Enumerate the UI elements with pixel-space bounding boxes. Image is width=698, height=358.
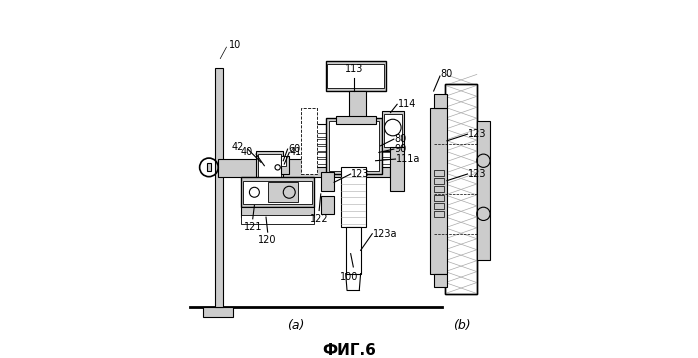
Bar <box>445 84 477 294</box>
Text: 123: 123 <box>468 129 487 139</box>
Bar <box>341 168 366 227</box>
Text: 10: 10 <box>228 39 241 49</box>
Bar <box>258 154 281 177</box>
Bar <box>371 159 390 164</box>
Text: 120: 120 <box>258 236 277 246</box>
Text: 123: 123 <box>468 169 487 179</box>
Bar <box>346 227 361 274</box>
Bar <box>445 84 477 294</box>
Bar <box>329 121 379 171</box>
Bar <box>371 132 390 137</box>
Bar <box>301 108 318 174</box>
Text: 123a: 123a <box>373 229 397 239</box>
Text: 80: 80 <box>394 134 407 144</box>
Text: 60: 60 <box>288 144 301 154</box>
Bar <box>327 64 384 88</box>
Bar <box>207 163 211 171</box>
Bar <box>314 146 334 151</box>
Bar <box>433 178 444 184</box>
Text: 41: 41 <box>290 147 302 158</box>
Text: 80: 80 <box>440 69 452 79</box>
Bar <box>314 139 334 144</box>
Bar <box>383 111 403 151</box>
Text: 111a: 111a <box>396 154 420 164</box>
Bar <box>321 172 334 190</box>
Bar <box>243 181 313 204</box>
Bar <box>369 124 392 168</box>
Bar <box>349 91 366 121</box>
Bar <box>433 170 444 176</box>
Text: 123: 123 <box>351 169 370 179</box>
Bar <box>214 68 223 307</box>
Bar <box>371 139 390 144</box>
Bar <box>371 153 390 158</box>
Bar <box>256 151 283 181</box>
Bar <box>267 182 297 202</box>
Bar <box>314 159 334 164</box>
Bar <box>314 132 334 137</box>
Bar <box>431 108 447 274</box>
Text: ФИГ.6: ФИГ.6 <box>322 343 376 358</box>
Bar <box>477 121 490 260</box>
Bar <box>321 195 334 214</box>
Bar <box>326 61 385 91</box>
Text: 114: 114 <box>398 99 416 109</box>
Bar <box>433 211 444 217</box>
Bar <box>384 114 402 147</box>
Bar <box>241 177 314 207</box>
Text: 90: 90 <box>394 144 407 154</box>
Bar <box>433 195 444 200</box>
Text: (b): (b) <box>453 319 470 332</box>
Bar <box>314 153 334 158</box>
Bar <box>336 116 376 124</box>
Text: 40: 40 <box>241 147 253 158</box>
Text: 100: 100 <box>340 272 358 282</box>
Bar <box>433 186 444 192</box>
Text: 113: 113 <box>345 64 363 74</box>
Bar <box>390 147 403 190</box>
Bar <box>241 207 314 217</box>
Text: 121: 121 <box>244 222 262 232</box>
Bar <box>433 274 447 287</box>
Bar <box>203 307 233 317</box>
Bar <box>281 156 286 166</box>
Bar <box>241 216 314 224</box>
Bar <box>313 124 336 168</box>
Text: 42: 42 <box>232 142 244 153</box>
Bar <box>302 134 315 154</box>
Bar <box>281 156 289 174</box>
Bar <box>371 146 390 151</box>
Bar <box>433 95 447 108</box>
Text: (a): (a) <box>287 319 304 332</box>
Text: 122: 122 <box>310 214 329 224</box>
Bar <box>326 117 383 174</box>
Bar <box>218 159 390 177</box>
Bar <box>433 203 444 209</box>
